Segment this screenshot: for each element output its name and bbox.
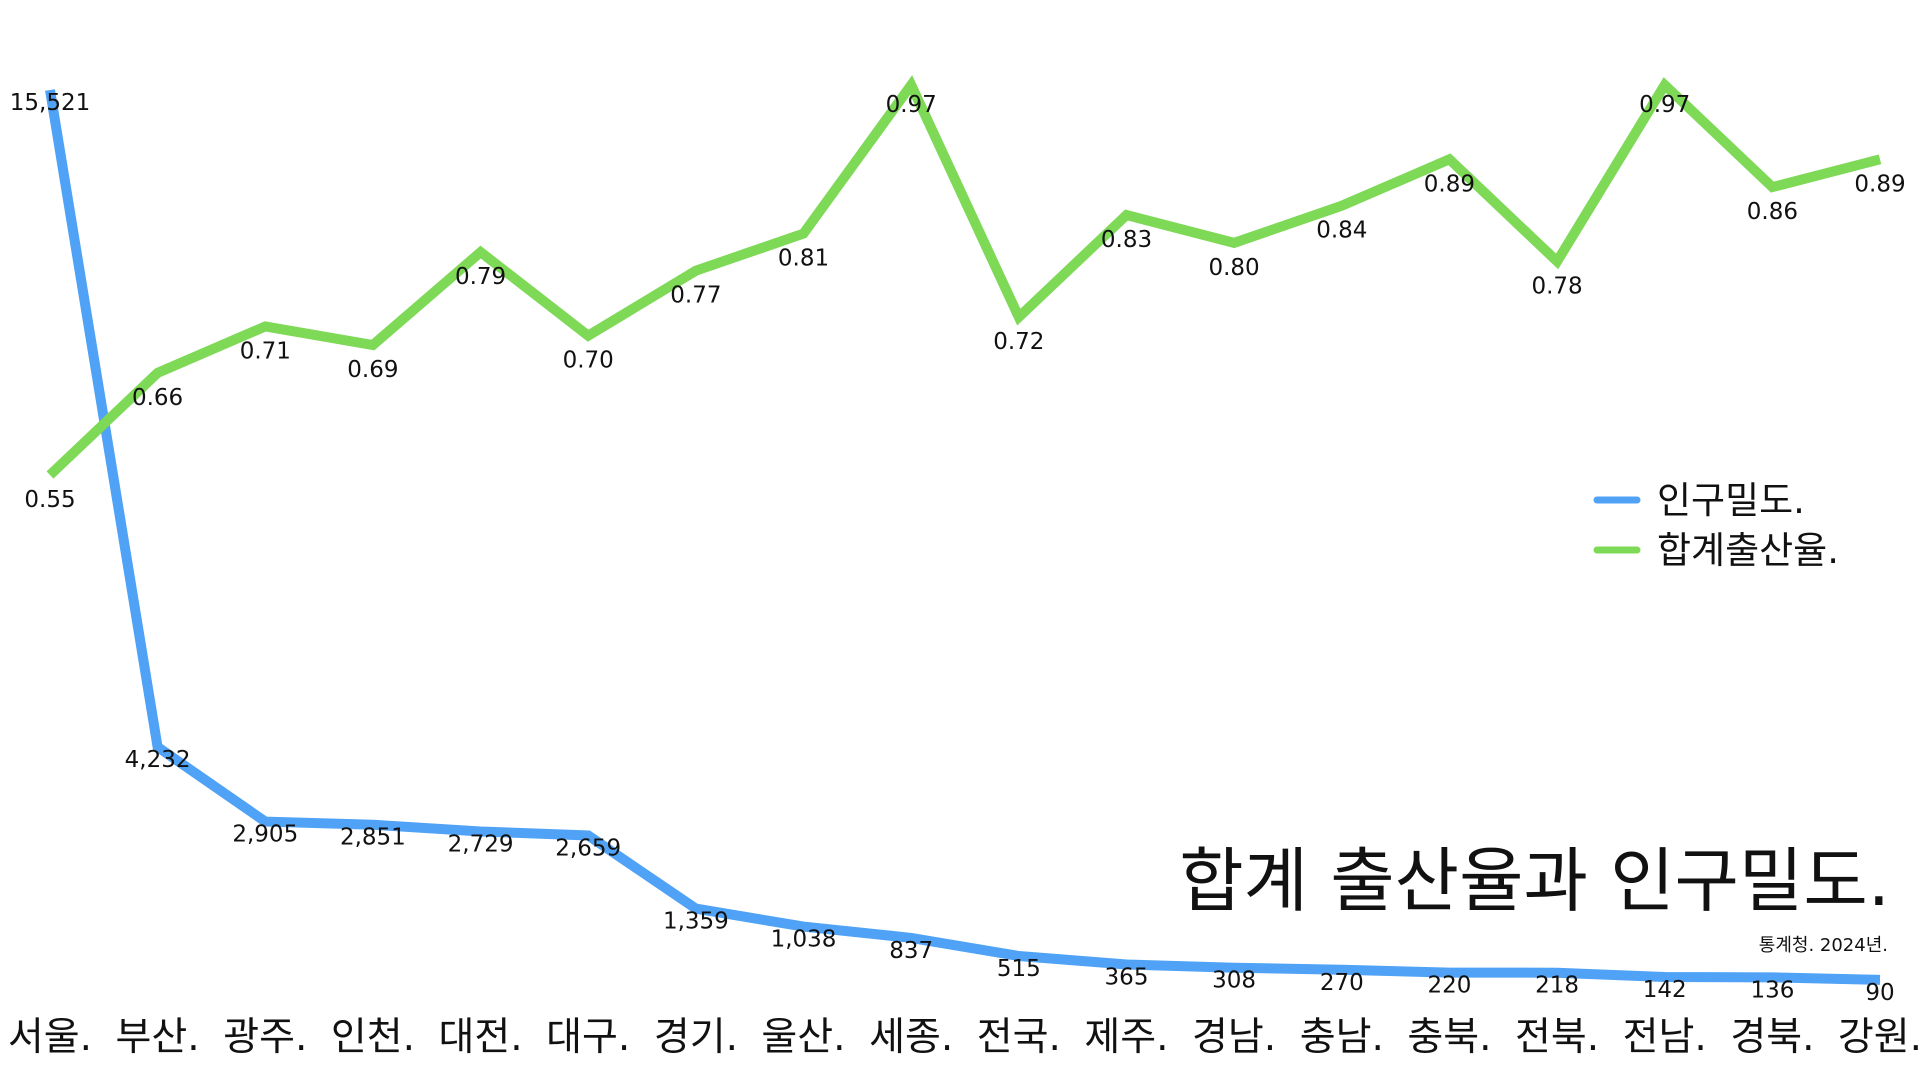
category-label: 부산. [116, 1015, 200, 1060]
population-density-label: 837 [889, 938, 933, 964]
category-label: 충남. [1300, 1015, 1384, 1060]
fertility-rate-label: 0.97 [886, 92, 937, 118]
fertility-rate-label: 0.89 [1854, 171, 1905, 197]
fertility-rate-label: 0.97 [1639, 92, 1690, 118]
fertility-rate-label: 0.66 [132, 385, 183, 411]
fertility-rate-label: 0.89 [1424, 171, 1475, 197]
category-label: 충북. [1407, 1015, 1491, 1060]
population-density-label: 2,905 [232, 822, 298, 848]
population-density-label: 142 [1643, 977, 1687, 1003]
category-label: 인천. [331, 1015, 415, 1060]
population-density-line [45, 89, 1881, 985]
fertility-rate-label: 0.80 [1208, 255, 1259, 281]
fertility-rate-label: 0.86 [1747, 199, 1798, 225]
population-density-label: 136 [1750, 977, 1794, 1003]
category-label: 강원. [1838, 1015, 1920, 1060]
population-density-label: 220 [1427, 973, 1471, 999]
category-label: 제주. [1084, 1015, 1168, 1060]
population-density-label: 218 [1535, 973, 1579, 999]
fertility-rate-label: 0.79 [455, 264, 506, 290]
fertility-rate-label: 0.81 [778, 246, 829, 272]
chart-source: 통계청. 2024년. [1759, 935, 1888, 956]
fertility-rate-label: 0.69 [347, 357, 398, 383]
fertility-rate-label: 0.83 [1101, 227, 1152, 253]
category-label: 전남. [1623, 1015, 1707, 1060]
population-density-label: 1,359 [663, 909, 729, 935]
fertility-rate-label: 0.70 [563, 348, 614, 374]
population-density-label: 308 [1212, 968, 1256, 994]
population-density-label: 90 [1865, 980, 1894, 1006]
population-density-label: 2,659 [555, 836, 621, 862]
category-label: 울산. [761, 1015, 845, 1060]
population-density-label: 515 [997, 956, 1041, 982]
category-labels: 서울. 부산. 광주. 인천. 대전. 대구. 경기. 울산. 세종. 전국. 제주. 경남. 충남. 충… [8, 1015, 1920, 1060]
legend-label-population-density: 인구밀도. [1657, 479, 1805, 522]
fertility-rate-label: 0.77 [670, 283, 721, 309]
category-label: 세종. [869, 1015, 953, 1060]
population-density-label: 365 [1105, 965, 1149, 991]
category-label: 서울. [8, 1015, 92, 1060]
fertility-rate-label: 0.78 [1531, 273, 1582, 299]
population-density-label: 4,232 [125, 747, 191, 773]
fertility-rate-line [46, 75, 1882, 479]
population-density-label: 2,851 [340, 825, 406, 851]
legend: 인구밀도. 합계출산율. [1593, 479, 1839, 572]
category-label: 경북. [1730, 1015, 1814, 1060]
fertility-rate-label: 0.84 [1316, 218, 1367, 244]
series-layer [45, 75, 1882, 985]
legend-label-fertility-rate: 합계출산율. [1657, 529, 1839, 572]
fertility-rate-label: 0.72 [993, 329, 1044, 355]
fertility-rate-label: 0.55 [24, 487, 75, 513]
category-label: 전국. [977, 1015, 1061, 1060]
population-density-label: 15,521 [10, 90, 90, 116]
population-density-label: 1,038 [771, 927, 837, 953]
fertility-rate-label: 0.71 [240, 338, 291, 364]
chart-title: 합계 출산율과 인구밀도. [1179, 840, 1890, 922]
category-label: 전북. [1515, 1015, 1599, 1060]
category-label: 대전. [439, 1015, 523, 1060]
category-label: 대구. [546, 1015, 630, 1060]
population-density-label: 270 [1320, 970, 1364, 996]
population-density-label: 2,729 [448, 832, 514, 858]
category-label: 경기. [654, 1015, 738, 1060]
category-label: 경남. [1192, 1015, 1276, 1060]
value-labels: 15,521 4,232 2,905 2,851 2,729 2,659 1,359 1,03… [10, 90, 1906, 1006]
category-label: 광주. [223, 1015, 307, 1060]
